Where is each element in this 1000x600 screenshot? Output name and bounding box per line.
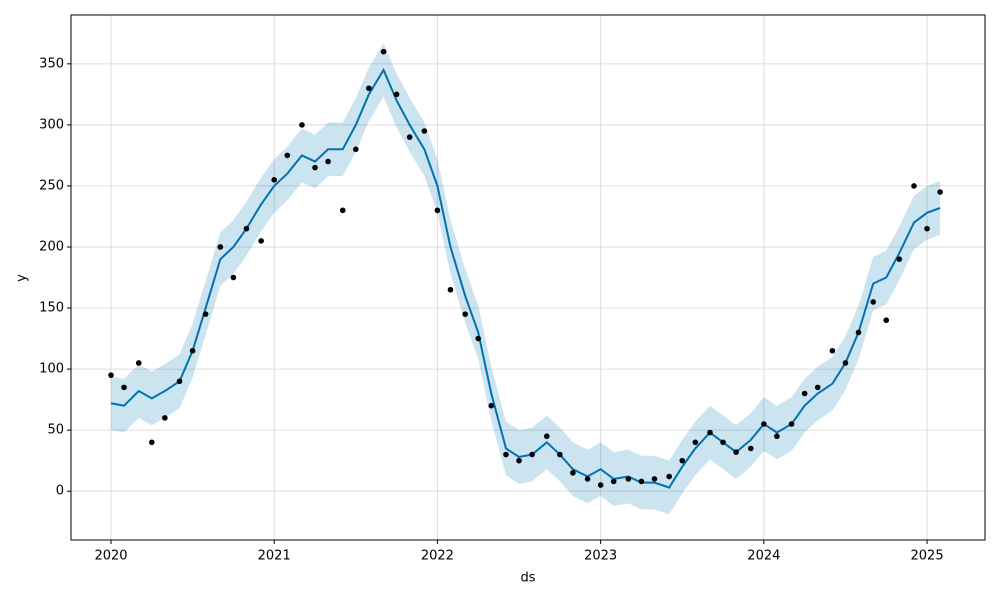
y-tick-label: 50 xyxy=(47,423,64,438)
data-point xyxy=(937,189,943,195)
data-point xyxy=(121,384,127,391)
x-tick-label: 2024 xyxy=(747,549,780,564)
x-tick-label: 2023 xyxy=(584,549,617,564)
data-point xyxy=(353,146,359,153)
data-point xyxy=(666,473,672,480)
data-point xyxy=(339,207,346,214)
data-point xyxy=(325,158,331,165)
y-axis-label: y xyxy=(15,274,30,282)
data-point xyxy=(366,85,372,92)
data-point xyxy=(516,457,522,464)
data-point xyxy=(924,225,930,232)
data-point xyxy=(543,433,550,440)
y-tick-label: 150 xyxy=(39,301,64,316)
data-point xyxy=(625,476,632,482)
data-point xyxy=(421,128,428,134)
data-point xyxy=(108,372,114,378)
forecast-line xyxy=(110,67,941,489)
uncertainty-band xyxy=(110,43,941,515)
data-point xyxy=(842,360,849,366)
data-point xyxy=(148,439,155,446)
data-point xyxy=(393,91,400,98)
data-point xyxy=(801,390,808,397)
data-point xyxy=(503,451,509,458)
data-point xyxy=(176,378,183,385)
x-tick-label: 2020 xyxy=(94,549,127,564)
data-point xyxy=(747,445,754,452)
data-point xyxy=(761,421,767,427)
data-point xyxy=(870,299,876,305)
data-point xyxy=(284,152,291,159)
data-point xyxy=(380,48,387,55)
data-point xyxy=(707,429,713,436)
data-point xyxy=(570,470,576,476)
x-tick-label: 2021 xyxy=(258,549,291,564)
data-point xyxy=(406,134,413,140)
data-point xyxy=(475,335,482,342)
data-point xyxy=(896,256,903,262)
data-point xyxy=(434,207,441,214)
y-tick-label: 300 xyxy=(39,117,64,132)
data-point xyxy=(651,476,658,482)
data-point xyxy=(610,478,617,485)
data-point xyxy=(692,439,699,446)
data-point xyxy=(814,384,821,391)
data-point xyxy=(217,244,224,250)
data-point xyxy=(911,183,917,189)
data-point xyxy=(774,433,780,440)
data-point xyxy=(733,449,739,455)
data-point xyxy=(462,311,468,317)
y-tick-label: 350 xyxy=(39,56,64,71)
x-tick-label: 2022 xyxy=(421,549,454,564)
y-tick-label: 250 xyxy=(39,178,64,193)
y-tick-label: 200 xyxy=(39,239,64,254)
x-axis-label: ds xyxy=(520,571,535,586)
data-point xyxy=(447,286,454,293)
data-point xyxy=(488,402,495,409)
data-point xyxy=(243,225,250,232)
data-point xyxy=(855,329,862,336)
data-point xyxy=(597,482,604,488)
y-tick-label: 0 xyxy=(56,484,64,499)
y-tick-label: 100 xyxy=(39,362,64,377)
data-point xyxy=(258,238,264,244)
data-point xyxy=(557,451,563,458)
data-point xyxy=(202,311,209,317)
data-point xyxy=(271,177,278,183)
data-point xyxy=(189,347,196,354)
data-point xyxy=(230,274,237,281)
x-tick-label: 2025 xyxy=(911,549,944,564)
plot-frame xyxy=(70,14,986,541)
data-point xyxy=(720,439,726,446)
data-point xyxy=(135,360,142,366)
data-point xyxy=(162,415,168,421)
data-point xyxy=(883,317,890,324)
data-point xyxy=(299,122,305,128)
data-point xyxy=(679,457,686,464)
data-point xyxy=(584,476,591,482)
data-point xyxy=(829,347,836,354)
data-point xyxy=(788,421,795,427)
data-point xyxy=(312,164,318,171)
data-point xyxy=(638,478,645,485)
data-point xyxy=(529,451,535,458)
